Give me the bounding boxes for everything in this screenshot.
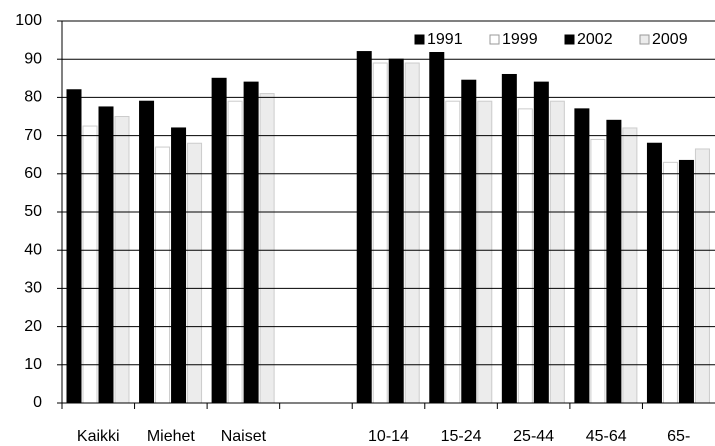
y-tick-label: 80: [24, 89, 42, 106]
y-tick-label: 70: [24, 127, 42, 144]
bar: [429, 51, 445, 404]
y-tick-label: 30: [24, 280, 42, 297]
bar: [477, 100, 493, 404]
y-tick-label: 40: [24, 241, 42, 258]
bar: [243, 81, 259, 404]
legend-swatch: [414, 34, 425, 45]
legend-label: 2002: [577, 31, 613, 48]
y-tick-label: 60: [24, 165, 42, 182]
bar: [606, 119, 622, 404]
legend-box: [411, 28, 715, 52]
bar: [662, 161, 678, 404]
bar: [461, 79, 477, 404]
bar: [171, 127, 187, 404]
bar: [388, 58, 404, 404]
bar: [356, 51, 372, 404]
y-tick-label: 90: [24, 50, 42, 67]
bar: [372, 62, 388, 404]
x-tick-label: 15-24: [441, 428, 482, 445]
bar: [549, 100, 565, 404]
y-tick-label: 0: [33, 394, 42, 411]
x-tick-label: Kaikki: [77, 428, 120, 445]
legend-label: 2009: [652, 31, 688, 48]
bar: [404, 62, 420, 404]
bar: [82, 125, 98, 404]
bar: [114, 116, 130, 404]
bar: [646, 142, 662, 404]
bar: [139, 100, 155, 404]
x-tick-label: 10-14: [368, 428, 409, 445]
legend-label: 1999: [502, 31, 538, 48]
y-tick-label: 50: [24, 203, 42, 220]
bar: [678, 159, 694, 404]
legend-swatch: [489, 34, 500, 45]
y-tick-label: 100: [15, 12, 42, 29]
bar: [259, 93, 275, 404]
bar: [574, 108, 590, 404]
x-tick-label: Naiset: [221, 428, 267, 445]
bar: [622, 127, 638, 404]
x-tick-label: 65-: [667, 428, 690, 445]
bar: [533, 81, 549, 404]
legend-swatch: [639, 34, 650, 45]
x-tick-label: 25-44: [513, 428, 554, 445]
x-tick-label: 45-64: [586, 428, 627, 445]
bar: [590, 138, 606, 404]
bar: [501, 73, 517, 404]
legend-swatch: [564, 34, 575, 45]
y-tick-label: 20: [24, 318, 42, 335]
bar: [66, 89, 82, 404]
bar: [517, 108, 533, 404]
bar: [98, 106, 114, 404]
x-tick-label: Miehet: [147, 428, 196, 445]
bar: [445, 100, 461, 404]
bar: [211, 77, 227, 404]
bar: [227, 100, 243, 404]
y-tick-label: 10: [24, 356, 42, 373]
legend-label: 1991: [427, 31, 463, 48]
bar: [187, 142, 203, 404]
